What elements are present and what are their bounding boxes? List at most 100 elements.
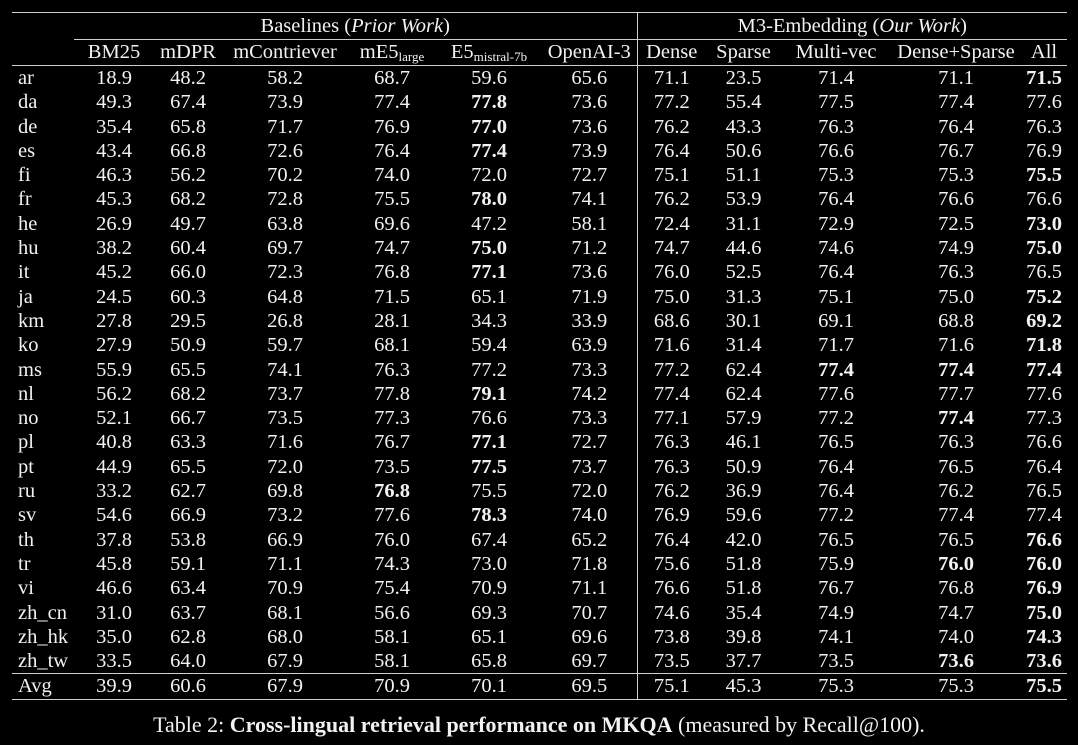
- table-cell: 76.3: [374, 358, 410, 381]
- column-header-lang: [12, 40, 74, 66]
- table-cell: 75.5: [374, 188, 410, 211]
- table-cell: 72.8: [267, 188, 303, 211]
- table-cell: 73.6: [938, 650, 974, 673]
- table-cell: 75.5: [1021, 673, 1068, 700]
- table-cell: 75.3: [891, 673, 1021, 700]
- table-cell: 75.3: [938, 164, 974, 187]
- table-row: fr 45.3 68.2 72.8 75.5 78.0 74.1 76.2 53.9 76.4 76…: [12, 187, 1067, 212]
- table-cell: 77.1: [636, 406, 706, 431]
- table-cell: 71.1: [636, 65, 706, 91]
- table-cell: 76.3: [938, 261, 974, 284]
- table-cell: 65.5: [170, 358, 206, 381]
- table-cell: 72.3: [267, 261, 303, 284]
- table-cell: 76.3: [636, 454, 706, 480]
- table-cell: 76.7: [374, 431, 410, 454]
- table-cell: 63.3: [170, 431, 206, 454]
- table-cell: 73.8: [636, 624, 706, 650]
- table-cell: 59.6: [725, 504, 762, 527]
- table-cell: 76.9: [1026, 139, 1062, 162]
- table-cell: 55.4: [725, 91, 762, 114]
- table-cell: 67.9: [222, 673, 348, 700]
- table-cell: 74.0: [938, 625, 974, 648]
- table-cell: 77.5: [818, 91, 854, 114]
- table-cell: 69.1: [818, 309, 854, 332]
- row-language-label: ko: [18, 334, 39, 357]
- table-cell: 76.8: [938, 577, 974, 600]
- baselines-header-suffix: ): [443, 14, 450, 37]
- table-cell: 76.4: [818, 188, 854, 211]
- row-language-label: fi: [18, 164, 31, 187]
- table-cell: 71.6: [636, 333, 706, 358]
- table-cell: 77.0: [471, 115, 507, 138]
- row-language-label: pt: [18, 455, 34, 478]
- table-row: pl 40.8 63.3 71.6 76.7 77.1 72.7 76.3 46.1 76.5 76…: [12, 430, 1067, 455]
- table-cell: 69.6: [571, 625, 608, 648]
- table-cell: 74.2: [571, 382, 608, 405]
- table-cell: 29.5: [170, 309, 206, 332]
- table-row: zh_cn 31.0 63.7 68.1 56.6 69.3 70.7 74.6 35.4 74.…: [12, 600, 1067, 625]
- table-cell: 76.3: [636, 430, 706, 455]
- table-cell: 71.2: [571, 237, 608, 260]
- row-language-label: ru: [18, 480, 36, 503]
- table-cell: 75.1: [636, 163, 706, 188]
- row-language-label: es: [18, 139, 36, 162]
- row-language-label: hu: [18, 237, 39, 260]
- table-cell: 77.2: [818, 504, 854, 527]
- table-cell: 71.5: [374, 285, 410, 308]
- table-cell: 35.4: [725, 601, 762, 624]
- table-cell: 76.5: [818, 431, 854, 454]
- table-cell: 71.1: [571, 577, 608, 600]
- table-cell: 50.9: [170, 334, 206, 357]
- table-cell: 73.5: [267, 407, 303, 430]
- me5-main-text: mE5: [359, 41, 399, 64]
- table-cell: 63.7: [170, 601, 206, 624]
- table-cell: 64.8: [267, 285, 303, 308]
- table-cell: 60.6: [154, 673, 222, 700]
- table-cell: 75.5: [471, 480, 507, 503]
- table-cell: 74.3: [374, 552, 410, 575]
- caption-label: Table 2:: [153, 712, 230, 737]
- m3-group-header: M3-Embedding (Our Work): [636, 12, 1068, 40]
- table-cell: 71.8: [1026, 334, 1062, 357]
- table-cell: 74.1: [571, 188, 608, 211]
- table-cell: 76.4: [818, 455, 854, 478]
- row-language-label: th: [18, 528, 34, 551]
- table-cell: 72.0: [571, 480, 608, 503]
- table-cell: 77.4: [636, 381, 706, 407]
- table-cell: 59.7: [267, 334, 303, 357]
- me5-sub-text: large: [398, 49, 425, 65]
- table-cell: 31.1: [725, 212, 762, 235]
- table-cell: 31.0: [96, 601, 132, 624]
- table-cell: 74.7: [636, 236, 706, 261]
- table-cell: 77.6: [1026, 382, 1062, 405]
- row-language-label: ms: [18, 358, 42, 381]
- average-row: Avg 39.9 60.6 67.9 70.9 70.1 69.5 75.1 45.3 75.3 7…: [12, 673, 1068, 700]
- table-cell: 60.3: [170, 285, 206, 308]
- table-cell: 18.9: [74, 65, 154, 91]
- table-cell: 49.3: [96, 91, 132, 114]
- table-cell: 76.7: [938, 139, 974, 162]
- table-cell: 60.4: [170, 237, 206, 260]
- row-language-label: tr: [18, 552, 31, 575]
- table-cell: 74.7: [938, 601, 974, 624]
- table-cell: 71.1: [267, 552, 303, 575]
- m3-header-suffix: ): [960, 14, 967, 37]
- table-cell: 46.3: [96, 164, 132, 187]
- table-cell: 52.5: [725, 261, 762, 284]
- table-row: sv 54.6 66.9 73.2 77.6 78.3 74.0 76.9 59.6 77.2 77…: [12, 503, 1067, 528]
- table-cell: 62.4: [725, 358, 762, 381]
- table-cell: 56.2: [96, 382, 132, 405]
- table-cell: 74.1: [818, 625, 854, 648]
- row-language-label: pl: [18, 431, 34, 454]
- table-cell: 75.5: [1026, 164, 1062, 187]
- table-cell: 77.4: [938, 504, 974, 527]
- e5-main-text: E5: [450, 41, 474, 64]
- table-cell: 27.8: [96, 309, 132, 332]
- table-cell: 31.4: [725, 334, 762, 357]
- results-table-container: Baselines (Prior Work) M3-Embedding (Our…: [12, 12, 1068, 700]
- table-cell: 77.8: [471, 91, 507, 114]
- row-language-label: it: [18, 261, 30, 284]
- table-cell: 76.3: [1026, 115, 1062, 138]
- table-cell: 23.5: [706, 65, 781, 91]
- table-row: ru 33.2 62.7 69.8 76.8 75.5 72.0 76.2 36.9 76.4 76…: [12, 479, 1067, 504]
